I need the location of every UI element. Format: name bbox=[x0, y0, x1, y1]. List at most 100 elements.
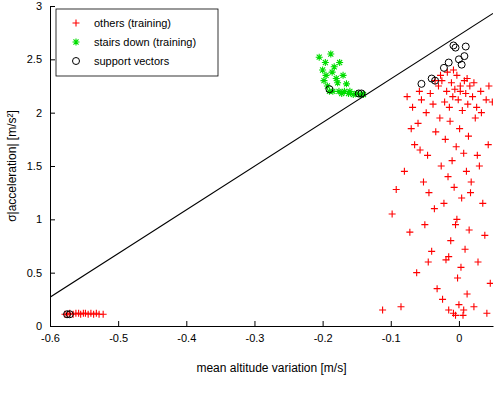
point bbox=[441, 99, 448, 106]
y-axis-tick-mark bbox=[50, 59, 55, 60]
point-group bbox=[468, 179, 475, 186]
point bbox=[421, 221, 428, 228]
legend-marker bbox=[73, 20, 80, 27]
point bbox=[456, 125, 463, 132]
point-group bbox=[464, 291, 471, 298]
point-group bbox=[447, 237, 454, 244]
point bbox=[453, 143, 460, 150]
point-group bbox=[424, 152, 431, 159]
point bbox=[319, 67, 326, 74]
point-group bbox=[462, 246, 469, 253]
y-axis-tick: 3 bbox=[36, 0, 55, 12]
point bbox=[465, 133, 472, 140]
point-group bbox=[427, 90, 434, 97]
point-group bbox=[464, 101, 471, 108]
point bbox=[455, 96, 462, 103]
point-group bbox=[451, 184, 458, 191]
point-group bbox=[434, 285, 441, 292]
point bbox=[445, 253, 452, 260]
point bbox=[443, 88, 450, 95]
point-group bbox=[425, 259, 432, 266]
point-group bbox=[489, 99, 493, 106]
y-axis-tick-label: 1 bbox=[36, 213, 42, 225]
point-group bbox=[470, 79, 477, 86]
point-group bbox=[462, 43, 469, 50]
point-group bbox=[447, 118, 454, 125]
point-group bbox=[461, 53, 468, 60]
point-group bbox=[477, 88, 484, 95]
point-group bbox=[331, 63, 338, 70]
point-group bbox=[430, 101, 437, 108]
point bbox=[331, 63, 338, 70]
point bbox=[100, 311, 107, 318]
y-axis-tick: 2.5 bbox=[27, 53, 55, 65]
point-group bbox=[336, 59, 343, 66]
y-axis-tick-mark bbox=[50, 6, 55, 7]
series bbox=[64, 42, 470, 318]
point bbox=[425, 259, 432, 266]
point bbox=[461, 53, 468, 60]
point-group bbox=[469, 93, 476, 100]
x-axis-tick: -0.3 bbox=[245, 321, 264, 344]
series bbox=[316, 51, 367, 99]
point bbox=[417, 147, 424, 154]
y-axis-tick-mark bbox=[50, 219, 55, 220]
point-group bbox=[483, 310, 490, 317]
point bbox=[460, 312, 467, 319]
point bbox=[483, 96, 490, 103]
point bbox=[401, 168, 408, 175]
point-group bbox=[439, 296, 446, 303]
point-group bbox=[445, 253, 452, 260]
point-group bbox=[413, 269, 420, 276]
point-group bbox=[421, 221, 428, 228]
point bbox=[446, 104, 453, 111]
legend-symbol bbox=[73, 39, 80, 46]
point bbox=[450, 67, 457, 74]
point bbox=[415, 120, 422, 127]
point bbox=[445, 59, 452, 66]
point bbox=[434, 285, 441, 292]
x-axis-tick-label: -0.2 bbox=[314, 332, 333, 344]
point-group bbox=[474, 152, 481, 159]
point-group bbox=[459, 107, 466, 114]
point bbox=[447, 237, 454, 244]
y-axis-title: σ|acceleration| [m/s²] bbox=[5, 110, 19, 222]
x-axis-tick: -0.4 bbox=[177, 321, 196, 344]
point bbox=[458, 61, 465, 68]
point bbox=[430, 101, 437, 108]
point-group bbox=[453, 216, 460, 223]
point-group bbox=[441, 99, 448, 106]
point bbox=[475, 259, 482, 266]
point-group bbox=[483, 96, 490, 103]
point-group bbox=[440, 200, 447, 207]
point bbox=[389, 211, 396, 218]
point bbox=[462, 43, 469, 50]
point-group bbox=[438, 163, 445, 170]
legend-label: others (training) bbox=[94, 17, 171, 29]
point bbox=[460, 307, 467, 314]
point bbox=[420, 179, 427, 186]
point bbox=[340, 72, 347, 79]
x-axis-line bbox=[51, 326, 494, 327]
point-group bbox=[437, 72, 444, 79]
y-axis-tick-mark bbox=[50, 166, 55, 167]
point-group bbox=[485, 83, 492, 90]
point-group bbox=[457, 264, 464, 271]
point-group bbox=[460, 307, 467, 314]
point bbox=[483, 310, 490, 317]
point bbox=[464, 101, 471, 108]
point-group bbox=[408, 125, 415, 132]
point-group bbox=[452, 44, 459, 51]
y-axis-tick-mark bbox=[50, 326, 55, 327]
point-group bbox=[470, 303, 477, 310]
point-group bbox=[100, 311, 107, 318]
point-group bbox=[327, 51, 334, 58]
point-group bbox=[449, 93, 456, 100]
x-axis-tick-label: 0 bbox=[456, 332, 462, 344]
point-group bbox=[465, 133, 472, 140]
point-group bbox=[455, 96, 462, 103]
point-group bbox=[326, 86, 333, 93]
point bbox=[473, 104, 480, 111]
point bbox=[408, 125, 415, 132]
point bbox=[451, 184, 458, 191]
